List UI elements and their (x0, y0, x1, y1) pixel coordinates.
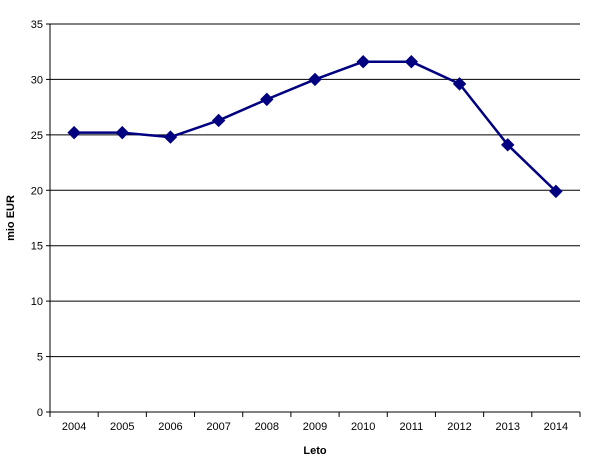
x-tick-label: 2014 (544, 421, 568, 433)
x-tick-labels: 2004 2005 2006 2007 2008 2009 2010 2011 2012 2013… (49, 412, 581, 433)
data-point (163, 130, 178, 144)
x-tick-label: 2008 (255, 421, 279, 433)
x-tick-label: 2005 (110, 421, 134, 433)
data-point (549, 184, 563, 199)
x-axis-title: Leto (303, 445, 327, 457)
y-tick-label: 25 (31, 130, 43, 142)
data-point (115, 125, 129, 140)
data-point (260, 92, 274, 107)
data-point (211, 113, 226, 128)
axes (49, 24, 580, 413)
y-tick-label: 10 (31, 296, 43, 308)
data-point (404, 54, 419, 69)
x-tick-label: 2009 (303, 421, 327, 433)
x-tick-label: 2013 (495, 421, 519, 433)
x-tick-label: 2007 (206, 421, 230, 433)
data-point (308, 72, 322, 87)
x-tick-label: 2006 (158, 421, 182, 433)
data-point (501, 138, 515, 152)
y-tick-label: 15 (31, 241, 43, 253)
data-point (452, 77, 467, 91)
x-tick-label: 2011 (400, 421, 424, 433)
x-tick-label: 2012 (447, 421, 471, 433)
data-point (356, 54, 370, 69)
y-tick-label: 0 (37, 407, 43, 419)
series (67, 54, 563, 199)
y-axis-title: mio EUR (5, 195, 17, 241)
y-tick-label: 20 (31, 185, 43, 197)
y-tick-labels: 0 5 10 15 20 25 30 35 (31, 19, 50, 419)
x-tick-label: 2010 (351, 421, 375, 433)
y-tick-label: 30 (31, 74, 43, 86)
x-tick-label: 2004 (62, 421, 86, 433)
y-tick-label: 5 (37, 352, 43, 364)
data-point (67, 125, 81, 140)
y-tick-label: 35 (31, 19, 43, 31)
